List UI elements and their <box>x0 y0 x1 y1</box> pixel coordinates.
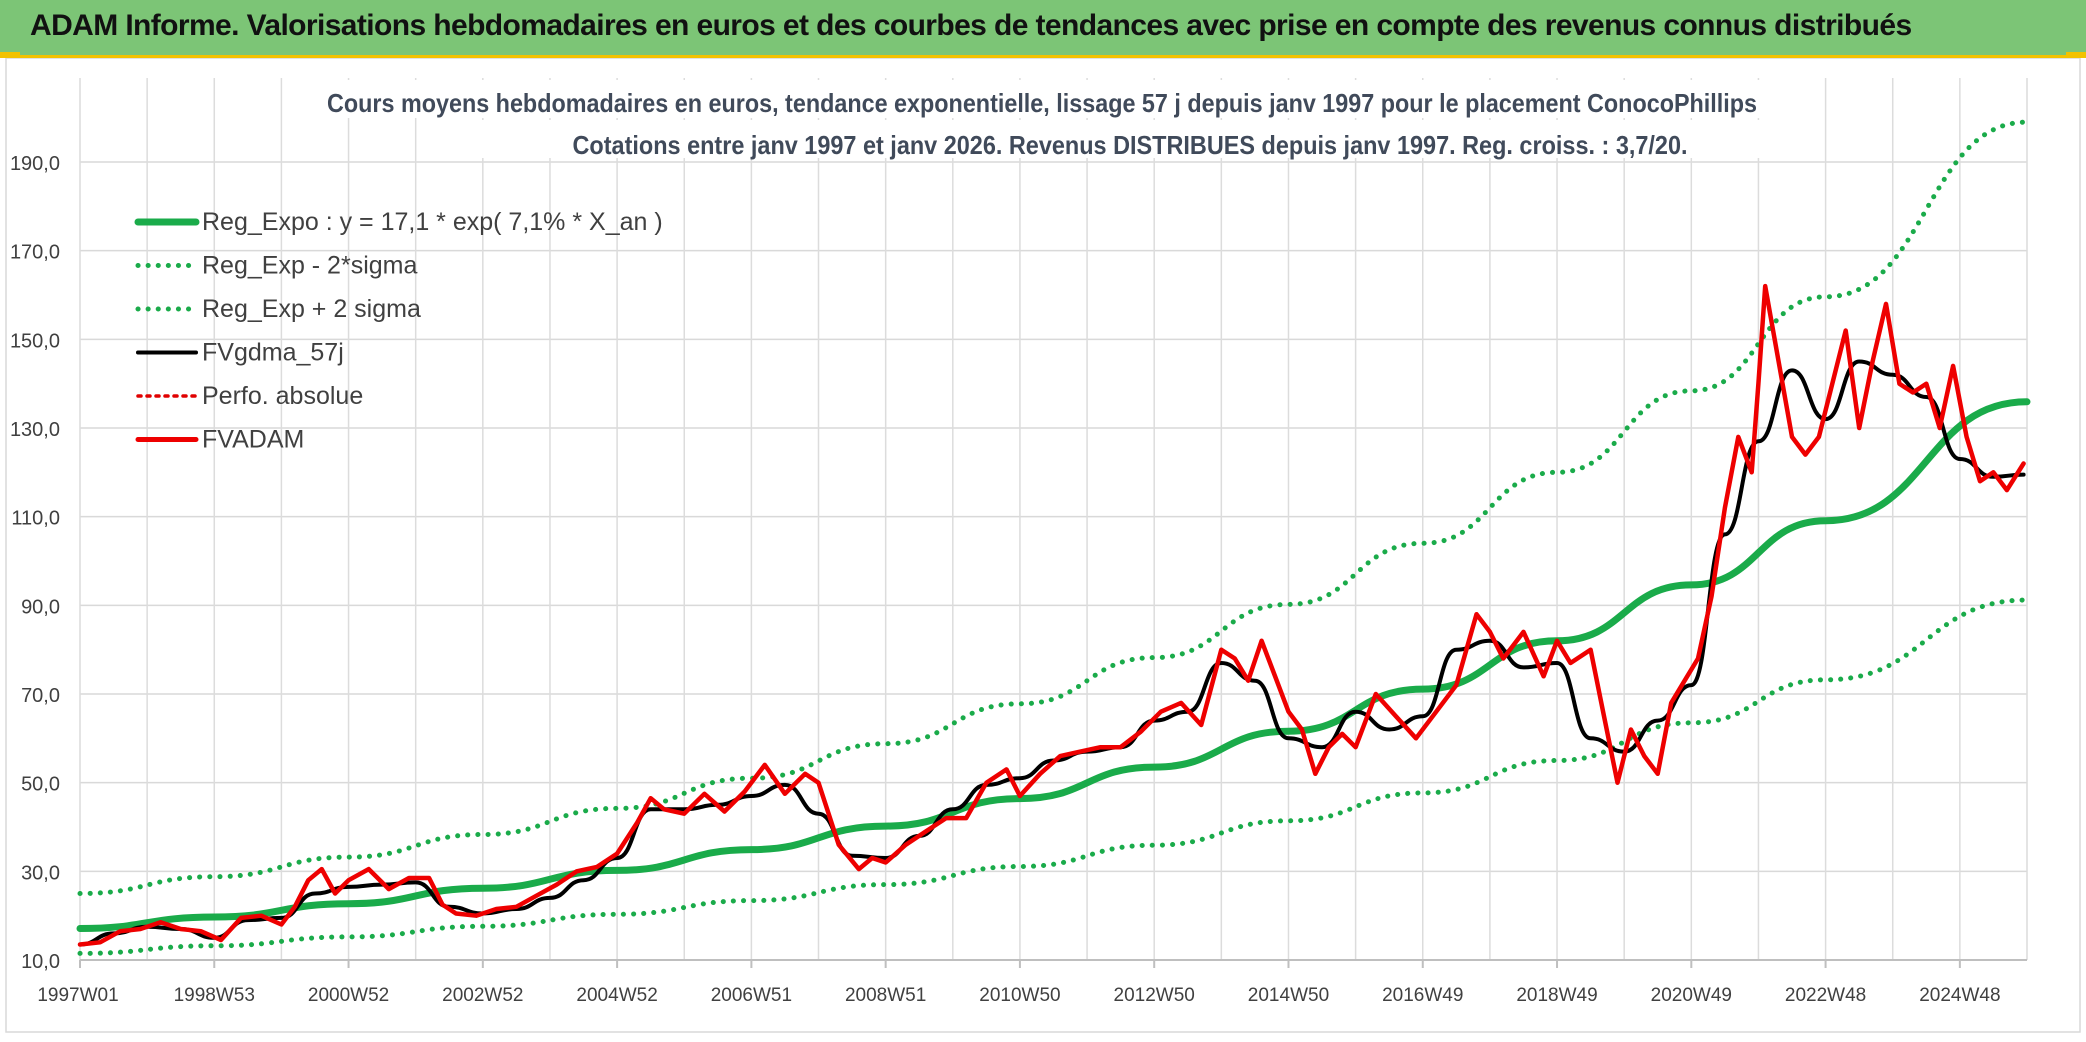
y-tick-label: 170,0 <box>10 242 60 264</box>
x-tick-label: 2006W51 <box>711 985 792 1006</box>
legend: Reg_Expo : y = 17,1 * exp( 7,1% * X_an )… <box>134 208 663 454</box>
x-tick-label: 2002W52 <box>442 985 523 1006</box>
x-tick-label: 2012W50 <box>1114 985 1195 1006</box>
x-tick-label: 2000W52 <box>308 985 389 1006</box>
legend-label-1: Reg_Exp - 2*sigma <box>202 252 417 280</box>
x-tick-label: 1998W53 <box>174 985 255 1006</box>
x-tick-label: 2020W49 <box>1651 985 1732 1006</box>
series-reg-exp-plus-2sigma <box>77 119 2030 896</box>
x-tick-label: 1997W01 <box>37 985 118 1006</box>
x-axis-tick-labels: 1997W01 1998W53 2000W52 2002W52 2004W52 2006W… <box>37 960 2001 1006</box>
y-tick-label: 70,0 <box>21 685 60 707</box>
y-tick-label: 130,0 <box>10 419 60 441</box>
chart-svg: 10,0 30,0 50,0 70,0 90,0 110,0 130,0 150,0 170,0… <box>0 57 2086 1037</box>
x-tick-label: 2004W52 <box>576 985 657 1006</box>
chart-titles: Cours moyens hebdomadaires en euros, ten… <box>300 80 1765 160</box>
y-tick-label: 90,0 <box>21 596 60 618</box>
banner-corner-right <box>2066 52 2086 59</box>
y-tick-label: 30,0 <box>21 862 60 884</box>
series-reg-expo <box>76 398 2031 932</box>
legend-label-5: FVADAM <box>202 426 304 454</box>
x-tick-label: 2010W50 <box>979 985 1060 1006</box>
legend-label-2: Reg_Exp + 2 sigma <box>202 295 421 323</box>
x-tick-label: 2022W48 <box>1785 985 1866 1006</box>
report-banner: ADAM Informe. Valorisations hebdomadaire… <box>0 0 2086 58</box>
y-tick-label: 150,0 <box>10 330 60 352</box>
banner-corner-left <box>0 52 20 59</box>
y-tick-label: 10,0 <box>21 951 60 973</box>
x-tick-label: 2024W48 <box>1919 985 2000 1006</box>
chart-title: Cours moyens hebdomadaires en euros, ten… <box>327 88 1757 118</box>
report-title: ADAM Informe. Valorisations hebdomadaire… <box>30 9 1912 42</box>
y-axis-tick-labels: 10,0 30,0 50,0 70,0 90,0 110,0 130,0 150,0 170,0… <box>10 153 60 973</box>
y-tick-label: 110,0 <box>11 508 60 530</box>
legend-label-3: FVgdma_57j <box>202 339 344 367</box>
legend-label-4: Perfo. absolue <box>202 382 363 410</box>
chart-area: 10,0 30,0 50,0 70,0 90,0 110,0 130,0 150,0 170,0… <box>0 57 2086 1037</box>
x-tick-label: 2008W51 <box>845 985 926 1006</box>
chart-subtitle: Cotations entre janv 1997 et janv 2026. … <box>573 130 1688 160</box>
series-fvgdma-57j <box>78 359 2026 947</box>
gridlines <box>79 78 2028 961</box>
series-layer <box>76 119 2031 956</box>
y-tick-label: 190,0 <box>10 153 60 175</box>
series-fvadam <box>77 283 2026 947</box>
legend-label-0: Reg_Expo : y = 17,1 * exp( 7,1% * X_an ) <box>202 208 663 236</box>
x-tick-label: 2018W49 <box>1516 985 1597 1006</box>
x-tick-label: 2014W50 <box>1248 985 1329 1006</box>
y-tick-label: 50,0 <box>21 774 60 796</box>
x-tick-label: 2016W49 <box>1382 985 1463 1006</box>
